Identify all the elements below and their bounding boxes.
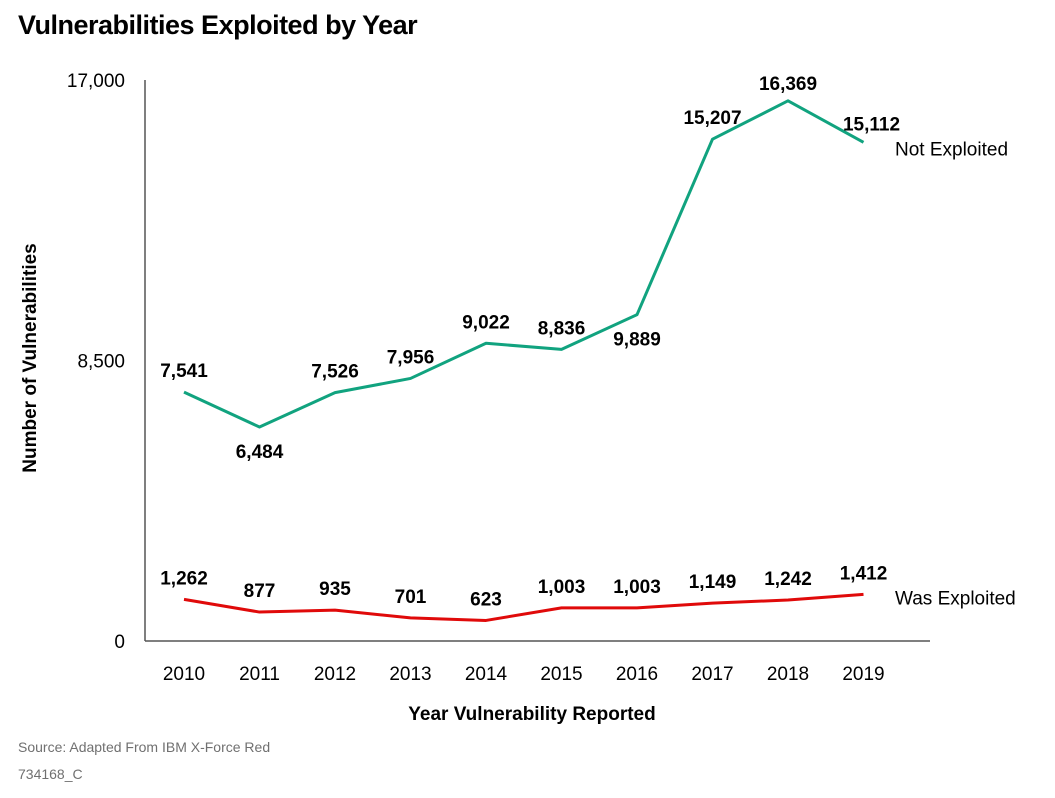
x-tick-label: 2015	[540, 664, 582, 685]
data-label: 1,412	[840, 563, 888, 584]
x-tick-label: 2013	[389, 664, 431, 685]
data-label: 7,541	[160, 361, 208, 382]
x-tick-label: 2017	[691, 664, 733, 685]
y-tick-label: 0	[114, 632, 125, 653]
series-labels: Not Exploited Was Exploited	[895, 139, 1016, 609]
y-tick-label: 8,500	[77, 352, 125, 373]
series-lines	[183, 99, 865, 622]
data-labels: 7,541 6,484 7,526 7,956 9,022 8,836 9,889 15,20…	[160, 74, 900, 611]
data-label: 935	[319, 579, 351, 600]
series-label: Not Exploited	[895, 139, 1008, 160]
data-label: 623	[470, 589, 502, 610]
y-axis-title: Number of Vulnerabilities	[20, 243, 41, 472]
data-label: 1,262	[160, 568, 208, 589]
x-tick-label: 2018	[767, 664, 809, 685]
data-label: 8,836	[538, 318, 586, 339]
data-label: 6,484	[236, 442, 284, 463]
y-tick-label: 17,000	[67, 71, 125, 92]
data-label: 1,003	[538, 577, 586, 598]
was-exploited-line	[183, 592, 864, 622]
data-label: 7,956	[387, 347, 435, 368]
data-label: 9,022	[462, 312, 510, 333]
x-tick-label: 2019	[842, 664, 884, 685]
document-id: 734168_C	[18, 766, 83, 782]
data-label: 1,242	[764, 569, 812, 590]
x-axis-title: Year Vulnerability Reported	[408, 704, 655, 725]
chart-title: Vulnerabilities Exploited by Year	[18, 10, 418, 40]
x-tick-label: 2010	[163, 664, 205, 685]
axes: 0 8,500 17,000 2010 2011 2012 2013 2014 2015 2016…	[20, 71, 930, 725]
data-label: 1,149	[689, 572, 737, 593]
x-tick-label: 2012	[314, 664, 356, 685]
source-note: Source: Adapted From IBM X-Force Red	[18, 739, 271, 755]
not-exploited-line	[183, 99, 865, 429]
x-tick-label: 2014	[465, 664, 508, 685]
x-tick-label: 2011	[239, 664, 280, 685]
data-label: 15,112	[843, 114, 900, 135]
series-label: Was Exploited	[895, 588, 1016, 609]
data-label: 7,526	[311, 362, 359, 383]
data-label: 1,003	[613, 577, 661, 598]
data-label: 877	[244, 581, 276, 602]
x-tick-label: 2016	[616, 664, 658, 685]
data-label: 9,889	[613, 330, 661, 351]
data-label: 15,207	[683, 108, 741, 129]
data-label: 16,369	[759, 74, 817, 95]
data-label: 701	[395, 587, 427, 608]
